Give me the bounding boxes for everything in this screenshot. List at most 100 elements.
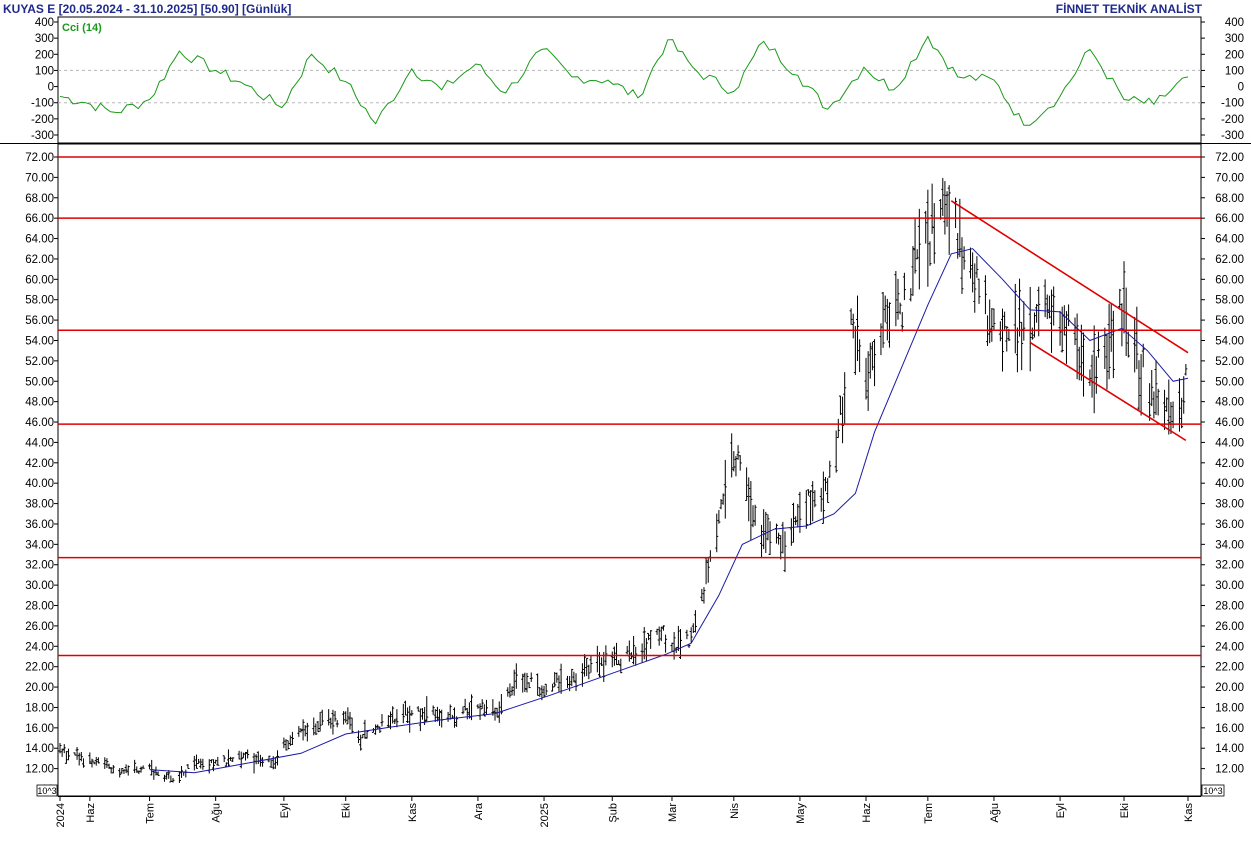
price-bar [843,372,847,424]
price-bar [1137,360,1141,412]
price-bar [107,763,111,769]
price-bar [943,181,947,235]
price-bar [209,759,213,764]
price-bar [152,770,156,780]
price-bar [380,714,384,727]
price-bar [1092,325,1096,414]
price-tick-label-left: 18.00 [25,702,54,714]
price-bar [913,218,917,274]
price-bar [431,705,435,715]
price-bar [834,430,838,473]
price-bar [124,764,128,774]
price-bar [1167,379,1171,435]
price-bar [745,467,749,501]
price-bar [327,709,331,726]
price-bar [344,711,348,723]
price-bar [1000,308,1004,372]
price-bar [148,763,152,769]
price-bar [254,754,258,765]
price-bar [1018,278,1022,337]
price-tick-label-right: 62.00 [1215,254,1244,266]
price-bar [416,706,420,712]
price-bar [165,772,169,780]
price-bar [640,643,644,663]
price-bar [702,587,706,604]
price-bar [525,672,529,693]
scale-note-right-box [1201,784,1225,797]
price-bar [199,758,203,769]
x-tick-label: Nis [729,803,741,819]
price-tick-label-left: 66.00 [25,213,54,225]
price-bar [1163,389,1167,430]
x-tick-label: Eyl [279,803,291,818]
price-bar [1022,301,1026,341]
price-tick-label-left: 42.00 [25,458,54,470]
price-bar [1152,391,1156,419]
x-tick-label: 2025 [539,803,551,827]
price-bar [141,765,145,769]
price-bar [794,516,798,526]
price-bar [900,312,904,332]
price-tick-label-left: 50.00 [25,376,54,388]
price-bar [551,683,555,692]
x-tick-label: Ara [473,802,485,820]
price-bar [118,768,122,778]
price-bar [821,471,825,524]
price-bar [998,321,1002,342]
price-tick-label-left: 54.00 [25,335,54,347]
price-bar [1015,327,1019,373]
cci-tick-label-left: 0 [48,82,54,94]
price-bar [1111,310,1115,379]
price-bar [679,629,683,660]
price-bar [418,708,422,732]
price-bar [126,765,130,776]
cci-tick-label-right: 0 [1238,82,1244,94]
cci-tick-label-left: 200 [35,49,54,61]
x-tick-label: Ağu [989,803,1001,823]
price-bar [329,717,333,729]
price-bar [753,504,757,526]
price-tick-label-right: 42.00 [1215,458,1244,470]
cci-tick-label-left: 100 [35,65,54,77]
price-tick-label-left: 52.00 [25,356,54,368]
price-bar [1182,376,1186,414]
cci-tick-label-right: -100 [1221,98,1244,110]
price-bar [689,627,693,643]
price-bar [1135,306,1139,370]
price-bar [386,715,390,728]
price-bar [962,246,966,270]
price-tick-label-left: 34.00 [25,539,54,551]
price-bar [214,759,218,764]
cci-tick-label-right: 300 [1225,33,1244,45]
price-bar [924,210,928,244]
price-bar [75,746,79,760]
price-bar [1148,383,1152,421]
price-bar [1032,312,1036,338]
price-bar [425,696,429,722]
price-bar [96,757,100,764]
price-bar [105,758,109,768]
price-bar [700,588,704,602]
price-tick-label-right: 12.00 [1215,764,1244,776]
price-tick-label-right: 58.00 [1215,295,1244,307]
price-tick-label-right: 24.00 [1215,641,1244,653]
price-bar [333,710,337,722]
price-bar [162,774,166,782]
price-bar [644,638,648,662]
price-bar [320,709,324,726]
price-bar [717,510,721,524]
price-bar [1133,316,1137,373]
price-bar [806,489,810,496]
price-bar [849,308,853,325]
price-bar [389,711,393,730]
price-bar [868,342,872,379]
scale-note-right: 10^3 [1203,786,1222,796]
price-bar [482,704,486,717]
price-tick-label-right: 68.00 [1215,193,1244,205]
price-bar [92,761,96,765]
price-bar [1150,370,1154,407]
price-bar [783,531,787,573]
price-bar [222,755,226,763]
price-bar [661,625,665,631]
price-bar [632,635,636,665]
